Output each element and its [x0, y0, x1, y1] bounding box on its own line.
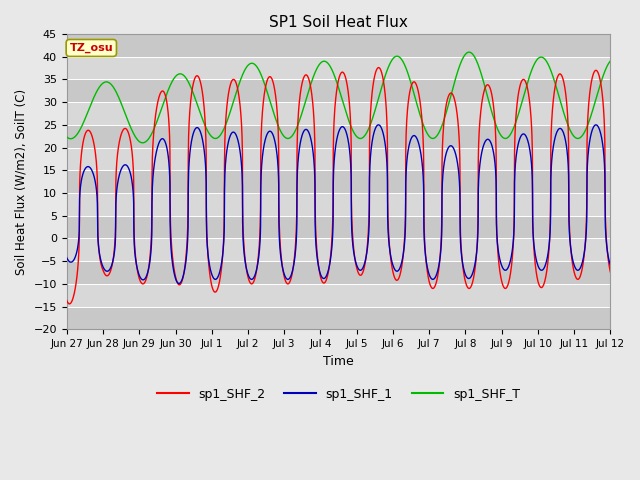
Y-axis label: Soil Heat Flux (W/m2), SoilT (C): Soil Heat Flux (W/m2), SoilT (C)	[15, 89, 28, 275]
Title: SP1 Soil Heat Flux: SP1 Soil Heat Flux	[269, 15, 408, 30]
Text: TZ_osu: TZ_osu	[70, 43, 113, 53]
Bar	[67, 57, 611, 79]
Bar	[67, 170, 611, 193]
Bar	[67, 284, 611, 307]
X-axis label: Time: Time	[323, 355, 354, 368]
Bar	[67, 216, 611, 239]
Bar	[67, 261, 611, 284]
Bar	[67, 79, 611, 102]
Bar	[67, 34, 611, 57]
Bar	[67, 193, 611, 216]
Bar	[67, 147, 611, 170]
Bar	[67, 102, 611, 125]
Bar	[67, 239, 611, 261]
Legend: sp1_SHF_2, sp1_SHF_1, sp1_SHF_T: sp1_SHF_2, sp1_SHF_1, sp1_SHF_T	[152, 383, 525, 406]
Bar	[67, 125, 611, 147]
Bar	[67, 307, 611, 329]
